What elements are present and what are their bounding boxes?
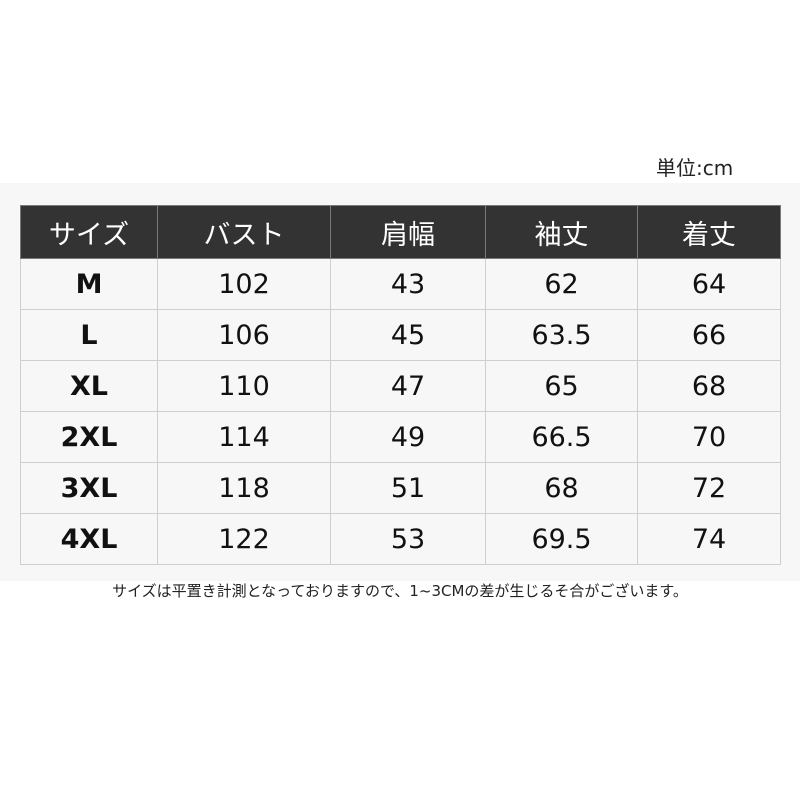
size-chart-table: サイズ バスト 肩幅 袖丈 着丈 M 102 43 62 64 L 106 45 63.5 66 XL 110… [20,205,781,565]
measurement-note: サイズは平置き計測となっておりますので、1~3CMの差が生じるそ合がございます。 [112,582,688,600]
value-cell: 47 [330,360,486,412]
value-cell: 45 [330,309,486,361]
column-header: バスト [157,205,331,259]
value-cell: 69.5 [485,513,638,565]
value-cell: 49 [330,411,486,463]
size-cell: M [20,258,158,310]
value-cell: 68 [485,462,638,514]
value-cell: 122 [157,513,331,565]
value-cell: 114 [157,411,331,463]
size-cell: 4XL [20,513,158,565]
value-cell: 53 [330,513,486,565]
header-row: サイズ バスト 肩幅 袖丈 着丈 [20,205,781,259]
value-cell: 118 [157,462,331,514]
table-row: 3XL 118 51 68 72 [20,462,781,514]
column-header: 肩幅 [330,205,486,259]
value-cell: 64 [637,258,781,310]
value-cell: 51 [330,462,486,514]
column-header: 袖丈 [485,205,638,259]
table-row: L 106 45 63.5 66 [20,309,781,361]
size-cell: 3XL [20,462,158,514]
value-cell: 68 [637,360,781,412]
value-cell: 102 [157,258,331,310]
value-cell: 72 [637,462,781,514]
value-cell: 63.5 [485,309,638,361]
size-cell: XL [20,360,158,412]
value-cell: 66 [637,309,781,361]
value-cell: 65 [485,360,638,412]
unit-label: 単位:cm [656,156,734,180]
value-cell: 62 [485,258,638,310]
column-header: サイズ [20,205,158,259]
size-cell: 2XL [20,411,158,463]
value-cell: 74 [637,513,781,565]
value-cell: 106 [157,309,331,361]
value-cell: 110 [157,360,331,412]
table-row: 2XL 114 49 66.5 70 [20,411,781,463]
table-row: 4XL 122 53 69.5 74 [20,513,781,565]
value-cell: 66.5 [485,411,638,463]
value-cell: 43 [330,258,486,310]
column-header: 着丈 [637,205,781,259]
table-row: M 102 43 62 64 [20,258,781,310]
table-row: XL 110 47 65 68 [20,360,781,412]
size-cell: L [20,309,158,361]
value-cell: 70 [637,411,781,463]
